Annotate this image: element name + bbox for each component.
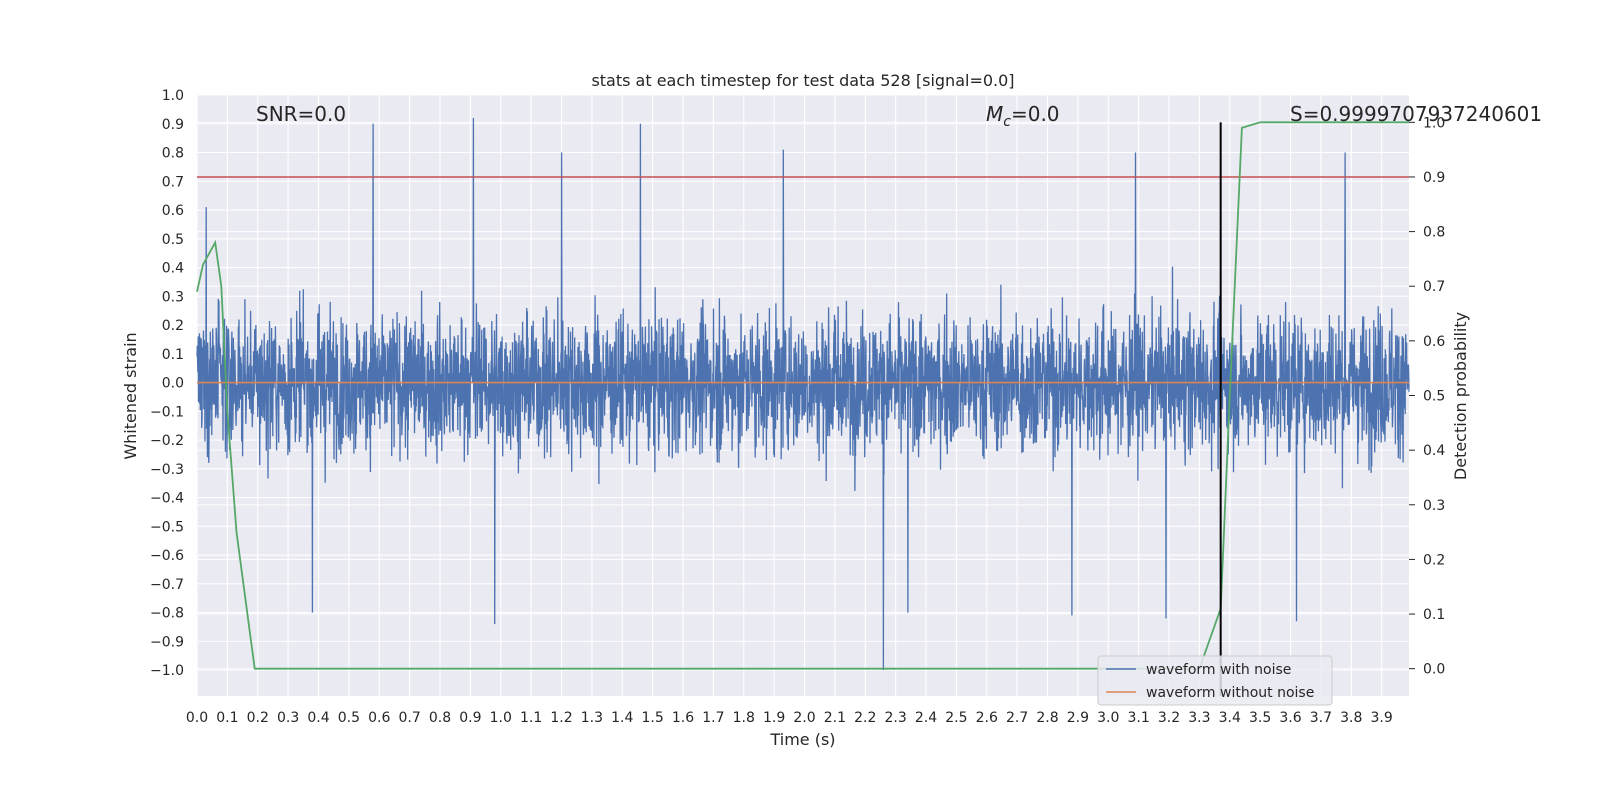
x-tick-label: 3.1 (1128, 710, 1150, 726)
x-axis-ticks: 0.0 0.1 0.2 0.3 0.4 0.5 0.6 0.7 0.8 0.9 1.0 1.1 1.2 1… (186, 710, 1393, 726)
y-tick-label: −0.9 (150, 634, 184, 650)
x-tick-label: 1.8 (733, 710, 755, 726)
y-tick-label: 0.7 (162, 174, 184, 190)
y-tick-label: 1.0 (162, 88, 184, 104)
y-tick-label: −0.5 (150, 519, 184, 535)
y-axis-ticks: 1.0 0.9 0.8 0.7 0.6 0.5 0.4 0.3 0.2 0.1 0.0 −0.1 −0.… (150, 88, 184, 679)
x-tick-label: 2.6 (976, 710, 998, 726)
x-axis-label: Time (s) (769, 730, 835, 749)
y-tick-label: 0.2 (162, 318, 184, 334)
x-tick-label: 0.5 (338, 710, 360, 726)
x-tick-label: 2.2 (854, 710, 876, 726)
x-tick-label: 0.1 (216, 710, 238, 726)
x-tick-label: 2.9 (1067, 710, 1089, 726)
y-tick-label: 0.3 (162, 289, 184, 305)
series-detection-probability (196, 121, 1409, 670)
y-tick-label: −0.1 (150, 404, 184, 420)
x-tick-label: 2.5 (945, 710, 967, 726)
x-tick-label: 1.9 (763, 710, 785, 726)
y-tick-label: 0.9 (162, 117, 184, 133)
y2-tick-label: 0.4 (1423, 443, 1445, 459)
y-tick-label: 0.8 (162, 146, 184, 162)
y-tick-label: 0.4 (162, 261, 184, 277)
x-tick-label: 1.2 (550, 710, 572, 726)
x-tick-label: 2.8 (1036, 710, 1058, 726)
y2-tick-label: 0.8 (1423, 225, 1445, 241)
y-tick-label: −0.8 (150, 606, 184, 622)
y2-axis-label: Detection probability (1451, 312, 1470, 480)
x-tick-label: 3.4 (1219, 710, 1241, 726)
series-waveform-with-noise (196, 117, 1410, 671)
x-tick-label: 0.3 (277, 710, 299, 726)
x-tick-label: 2.7 (1006, 710, 1028, 726)
x-tick-label: 3.2 (1158, 710, 1180, 726)
x-tick-label: 2.4 (915, 710, 937, 726)
x-tick-label: 1.5 (642, 710, 664, 726)
y-tick-label: 0.1 (162, 347, 184, 363)
legend: waveform with noise waveform without noi… (1097, 655, 1333, 706)
x-tick-label: 0.4 (307, 710, 329, 726)
y2-tick-label: 0.1 (1423, 607, 1445, 623)
x-tick-label: 3.9 (1371, 710, 1393, 726)
x-tick-label: 1.7 (702, 710, 724, 726)
y2-tick-label: 0.6 (1423, 334, 1445, 350)
x-tick-label: 1.0 (490, 710, 512, 726)
x-tick-label: 3.8 (1340, 710, 1362, 726)
x-tick-label: 0.6 (368, 710, 390, 726)
y-axis-label: Whitened strain (121, 332, 140, 459)
y2-tick-label: 1.0 (1423, 115, 1445, 131)
y2-axis-ticks: 1.0 0.9 0.8 0.7 0.6 0.5 0.4 0.3 0.2 0.1 0.0 (1409, 115, 1445, 678)
y-tick-label: −0.4 (150, 491, 184, 507)
x-tick-label: 0.7 (398, 710, 420, 726)
x-tick-label: 2.3 (885, 710, 907, 726)
y-tick-label: −0.2 (150, 433, 184, 449)
chirp-mass-annotation: Mc=0.0 (986, 102, 1060, 130)
x-tick-label: 3.7 (1310, 710, 1332, 726)
x-tick-label: 1.3 (581, 710, 603, 726)
y2-tick-label: 0.7 (1423, 279, 1445, 295)
y-tick-label: −1.0 (150, 663, 184, 679)
probability-annotation: S=0.9999707937240601 (1290, 102, 1542, 126)
x-tick-label: 2.1 (824, 710, 846, 726)
y2-tick-label: 0.3 (1423, 498, 1445, 514)
y2-tick-label: 0.5 (1423, 389, 1445, 405)
legend-label-clean: waveform without noise (1146, 685, 1314, 701)
overlay-layer (196, 121, 1409, 696)
y-tick-label: −0.6 (150, 548, 184, 564)
series-layer (196, 117, 1410, 671)
x-tick-label: 0.8 (429, 710, 451, 726)
y2-tick-label: 0.2 (1423, 552, 1445, 568)
x-tick-label: 0.9 (459, 710, 481, 726)
legend-label-noise: waveform with noise (1146, 662, 1291, 678)
legend-box (1097, 655, 1333, 706)
y-tick-label: 0.0 (162, 376, 184, 392)
y-tick-label: 0.5 (162, 232, 184, 248)
y-tick-label: −0.7 (150, 577, 184, 593)
y-tick-label: 0.6 (162, 203, 184, 219)
y2-tick-label: 0.9 (1423, 170, 1445, 186)
chart-title: stats at each timestep for test data 528… (591, 71, 1014, 90)
y-tick-label: −0.3 (150, 462, 184, 478)
y2-tick-label: 0.0 (1423, 662, 1445, 678)
x-tick-label: 0.0 (186, 710, 208, 726)
x-tick-label: 3.3 (1188, 710, 1210, 726)
x-tick-label: 3.6 (1279, 710, 1301, 726)
x-tick-label: 1.1 (520, 710, 542, 726)
x-tick-label: 1.6 (672, 710, 694, 726)
x-tick-label: 3.5 (1249, 710, 1271, 726)
x-tick-label: 2.0 (793, 710, 815, 726)
x-tick-label: 1.4 (611, 710, 633, 726)
snr-annotation: SNR=0.0 (256, 102, 346, 126)
x-tick-label: 3.0 (1097, 710, 1119, 726)
x-tick-label: 0.2 (247, 710, 269, 726)
